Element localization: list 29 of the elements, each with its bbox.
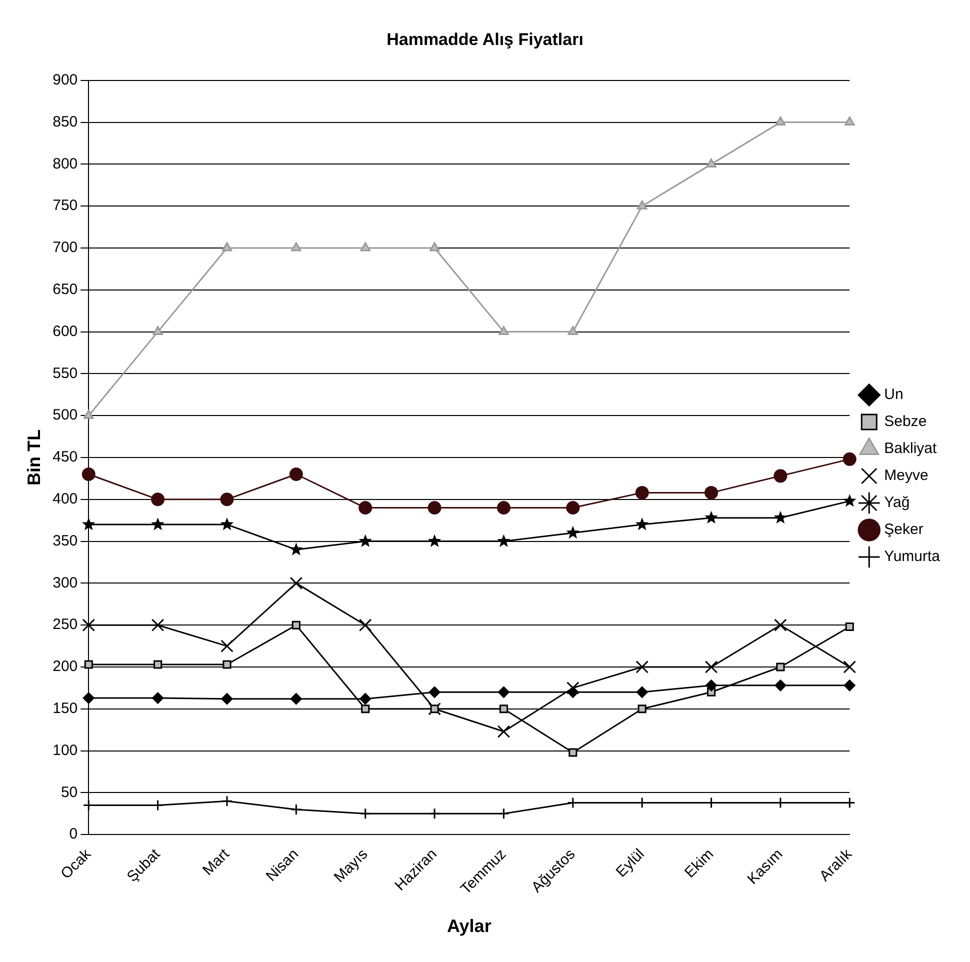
legend-label: Yağ: [884, 494, 910, 512]
y-tick-label: 550: [52, 364, 78, 382]
y-tick-label: 400: [52, 490, 78, 508]
y-tick-label: 650: [52, 281, 78, 298]
y-tick-label: 850: [52, 113, 78, 130]
y-tick-label: 200: [52, 658, 78, 676]
y-axis-title: Bin TL: [24, 430, 44, 486]
y-tick-label: 600: [52, 322, 78, 340]
legend-label: Şeker: [884, 521, 924, 538]
y-tick-label: 350: [52, 532, 78, 550]
y-tick-label: 50: [60, 784, 78, 801]
x-axis-title: Aylar: [446, 916, 492, 936]
legend-label: Meyve: [884, 467, 928, 484]
y-tick-label: 900: [52, 72, 78, 89]
y-tick-label: 0: [69, 826, 78, 843]
y-tick-label: 800: [52, 155, 78, 172]
y-tick-label: 300: [52, 574, 78, 592]
y-tick-label: 700: [52, 239, 78, 256]
legend-label: Un: [884, 386, 904, 404]
chart-title: Hammadde Alış Fiyatları: [386, 30, 584, 49]
legend-label: Yumurta: [884, 548, 941, 566]
y-tick-label: 500: [52, 406, 78, 424]
y-tick-label: 750: [52, 197, 78, 214]
legend-label: Bakliyat: [884, 440, 938, 458]
y-tick-label: 150: [52, 700, 78, 718]
y-tick-label: 250: [52, 616, 78, 634]
legend-label: Sebze: [884, 413, 927, 430]
y-tick-label: 450: [52, 448, 78, 466]
y-tick-label: 100: [52, 742, 78, 759]
